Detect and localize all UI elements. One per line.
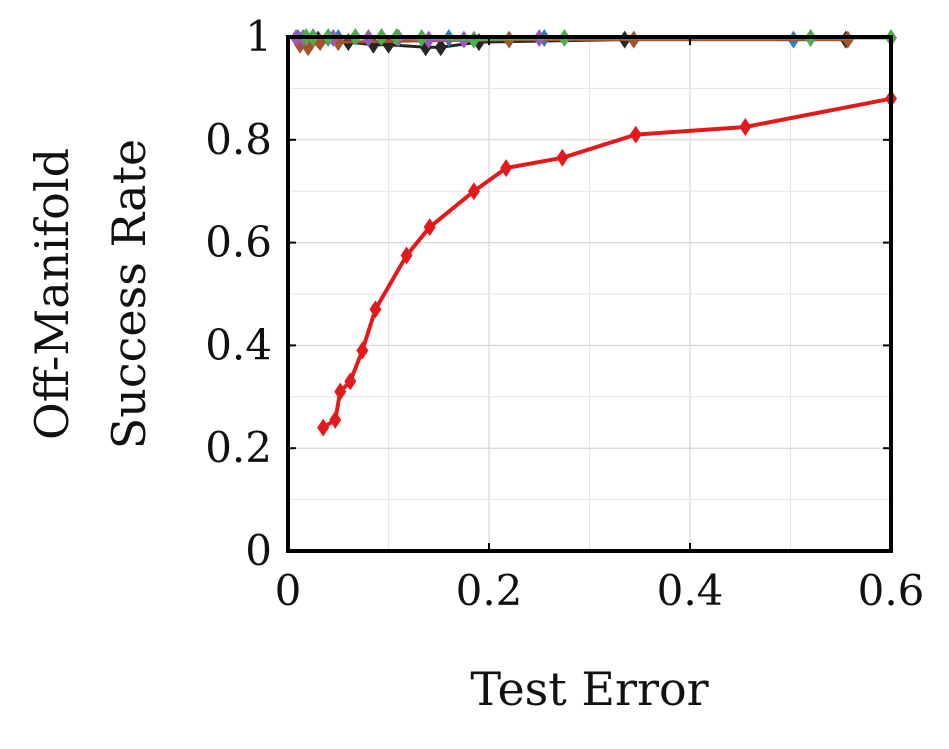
y-tick-label: 0.2 <box>205 423 272 472</box>
data-point-marker <box>400 246 413 265</box>
y-tick-label: 1 <box>245 12 272 61</box>
data-point-marker <box>369 300 382 319</box>
data-point-marker <box>423 218 436 237</box>
data-point-marker <box>356 341 369 360</box>
data-point-marker <box>629 125 642 144</box>
data-point-marker <box>841 30 854 49</box>
data-point-marker <box>556 148 569 167</box>
plot-frame <box>286 35 893 553</box>
x-tick-label: 0.4 <box>657 566 724 615</box>
data-point-marker <box>739 117 752 136</box>
x-tick-label: 0 <box>275 566 302 615</box>
x-tick-label: 0.6 <box>858 566 925 615</box>
y-tick-label: 0.4 <box>205 320 272 369</box>
data-point-marker <box>434 38 447 57</box>
data-point-marker <box>467 182 480 201</box>
x-axis-label: Test Error <box>470 662 708 716</box>
series-1 <box>292 30 852 57</box>
data-point-marker <box>627 30 640 49</box>
x-tick-label: 0.2 <box>456 566 523 615</box>
y-tick-label: 0.6 <box>205 218 272 267</box>
series-0 <box>317 89 897 437</box>
data-point-marker <box>329 410 342 429</box>
y-axis-label-line-1: Off-Manifold <box>25 148 79 440</box>
y-axis-label-line-2: Success Rate <box>102 139 156 450</box>
data-point-marker <box>344 372 357 391</box>
data-point-marker <box>500 159 513 178</box>
y-tick-label: 0.8 <box>205 115 272 164</box>
series-line <box>322 96 892 430</box>
data-point-marker <box>317 418 330 437</box>
axis-ticks: 0 0.2 0.4 0.6 0 0.2 0.4 0.6 0.8 1 <box>205 12 924 615</box>
plot-area <box>290 28 897 437</box>
y-axis-label: Off-Manifold Success Rate <box>25 139 156 450</box>
y-tick-label: 0 <box>245 526 272 575</box>
data-point-marker <box>334 382 347 401</box>
grid <box>288 37 891 551</box>
